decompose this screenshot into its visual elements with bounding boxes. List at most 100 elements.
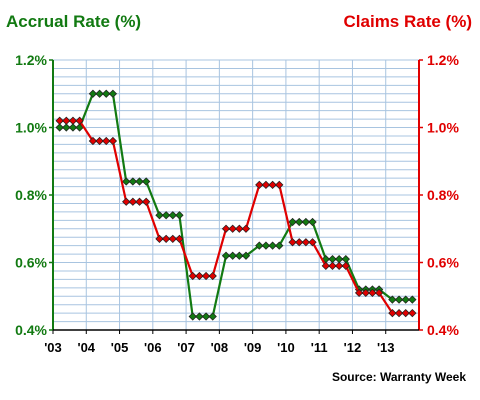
data-point-claims (321, 261, 331, 271)
data-point-accrual (168, 211, 177, 220)
data-point-claims (408, 308, 417, 318)
data-point-claims (161, 234, 171, 244)
data-point-accrual (102, 89, 111, 98)
left-tick-label: 0.4% (15, 322, 47, 338)
data-point-accrual (55, 123, 64, 132)
data-point-claims (228, 224, 237, 233)
data-point-accrual (161, 211, 171, 220)
data-point-accrual (275, 241, 284, 250)
data-point-accrual (155, 211, 164, 220)
data-point-accrual (128, 177, 138, 186)
data-point-claims (295, 238, 304, 247)
data-point-claims (141, 197, 151, 206)
data-point-accrual (288, 217, 297, 227)
data-point-claims (195, 271, 204, 281)
data-point-claims (108, 136, 118, 146)
data-point-claims (102, 136, 111, 146)
data-point-accrual (95, 89, 104, 98)
data-point-claims (328, 261, 337, 271)
data-point-accrual (295, 217, 304, 227)
data-point-claims (221, 224, 231, 233)
data-point-claims (275, 180, 284, 190)
data-point-claims (95, 136, 104, 146)
x-tick-label: '04 (77, 340, 95, 355)
data-point-claims (368, 288, 377, 298)
data-point-claims (88, 136, 98, 146)
data-point-claims (261, 180, 271, 190)
data-point-accrual (241, 251, 251, 260)
data-point-claims (255, 180, 264, 190)
left-tick-label: 1.2% (15, 52, 47, 68)
left-tick-label: 1.0% (15, 120, 47, 136)
x-tick-label: '08 (211, 340, 229, 355)
data-point-accrual (141, 177, 151, 186)
data-point-accrual (88, 89, 98, 98)
x-tick-label: '13 (377, 340, 395, 355)
data-point-claims (135, 197, 144, 206)
data-point-claims (68, 116, 78, 125)
data-point-claims (268, 180, 277, 190)
data-point-claims (361, 288, 370, 298)
right-tick-label: 0.6% (427, 255, 459, 271)
data-point-accrual (175, 211, 184, 220)
data-point-accrual (301, 217, 311, 227)
data-point-accrual (135, 177, 144, 186)
data-point-accrual (62, 123, 71, 132)
data-point-claims (175, 234, 184, 244)
data-point-accrual (221, 251, 231, 260)
data-point-claims (334, 261, 344, 271)
right-tick-label: 0.8% (427, 187, 459, 203)
left-tick-label: 0.6% (15, 255, 47, 271)
x-tick-label: '05 (111, 340, 129, 355)
data-point-claims (201, 271, 211, 281)
x-tick-label: '12 (344, 340, 362, 355)
data-point-claims (388, 308, 397, 318)
data-point-claims (354, 288, 364, 298)
data-point-claims (75, 116, 84, 125)
data-point-accrual (228, 251, 237, 260)
data-point-claims (301, 238, 311, 247)
data-point-claims (288, 238, 297, 247)
left-axis-title: Accrual Rate (%) (6, 12, 142, 31)
data-point-claims (401, 308, 410, 318)
right-tick-label: 1.2% (427, 52, 459, 68)
data-point-accrual (255, 241, 264, 250)
data-point-accrual (201, 312, 211, 321)
data-point-accrual (261, 241, 271, 250)
data-point-accrual (188, 312, 197, 321)
right-tick-label: 1.0% (427, 120, 459, 136)
x-tick-label: '03 (44, 340, 62, 355)
right-tick-label: 0.4% (427, 322, 459, 338)
data-point-claims (308, 238, 317, 247)
data-point-accrual (401, 295, 410, 304)
x-tick-label: '11 (311, 340, 328, 355)
data-point-claims (168, 234, 177, 244)
data-point-claims (208, 271, 217, 281)
data-point-claims (235, 224, 244, 233)
data-point-claims (188, 271, 197, 281)
data-point-claims (55, 116, 64, 125)
right-axis-title: Claims Rate (%) (343, 12, 472, 31)
data-point-accrual (122, 177, 131, 186)
data-point-accrual (408, 295, 417, 304)
data-point-accrual (268, 241, 277, 250)
x-tick-label: '10 (277, 340, 295, 355)
x-tick-label: '09 (244, 340, 262, 355)
x-tick-label: '07 (177, 340, 195, 355)
data-point-accrual (195, 312, 204, 321)
x-tick-label: '06 (144, 340, 162, 355)
source-note: Source: Warranty Week (331, 370, 466, 384)
data-point-claims (374, 288, 384, 298)
data-point-claims (128, 197, 138, 206)
data-point-accrual (388, 295, 397, 304)
data-point-claims (62, 116, 71, 125)
data-point-claims (241, 224, 251, 233)
data-point-claims (122, 197, 131, 206)
data-point-accrual (235, 251, 244, 260)
data-point-accrual (208, 312, 217, 321)
data-point-claims (341, 261, 350, 271)
left-tick-label: 0.8% (15, 187, 47, 203)
data-point-claims (394, 308, 404, 318)
data-point-accrual (308, 217, 317, 227)
